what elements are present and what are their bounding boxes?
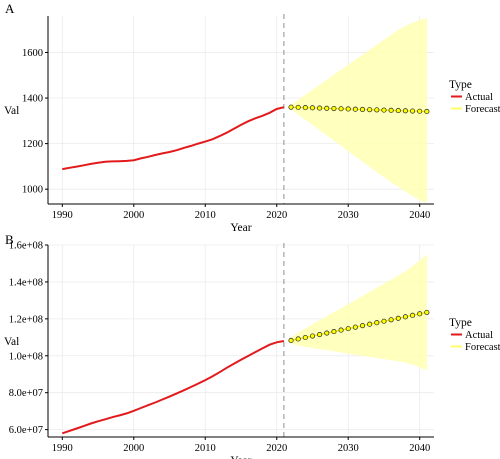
panel-label: A [5,1,15,16]
y-tick-label: 1600 [22,48,43,59]
legend-title: Type [449,317,472,329]
y-tick-label: 1.2e+08 [9,314,43,325]
y-tick-label: 1.6e+08 [9,241,43,252]
forecast-point [324,330,330,336]
x-tick-label: 2000 [123,443,144,454]
x-tick-label: 2030 [338,443,359,454]
forecast-point [417,108,423,114]
panel-a: A 1990 2000 2010 2020 2030 2040 1000 1200 1400 160… [4,1,500,234]
forecast-point [402,314,408,320]
legend-entry-actual: Actual [465,330,493,341]
series-line-actual [61,340,285,435]
forecast-point [288,337,294,343]
legend-title: Type [449,79,472,91]
forecast-point [345,106,351,112]
forecast-point [381,107,387,113]
forecast-point [388,317,394,323]
forecast-point [395,108,401,114]
x-axis-label: Year [230,455,251,459]
forecast-point [338,327,344,333]
y-tick-label: 6.0e+07 [9,425,43,436]
x-tick-label: 2040 [409,443,430,454]
x-axis-label: Year [230,222,251,234]
x-tick-label: 2020 [266,443,287,454]
forecast-point [317,105,323,111]
forecast-point [352,324,358,330]
forecast-point [309,333,316,339]
x-tick-label: 2010 [195,443,216,454]
legend-entry-actual: Actual [465,92,493,103]
y-tick-label: 1400 [22,94,43,105]
forecast-point [417,311,423,317]
legend-entry-forecast: Forecast [465,342,500,353]
forecast-point [288,104,294,110]
x-tick-label: 2000 [123,210,144,221]
y-tick-label: 1200 [22,139,43,150]
forecast-point [424,108,430,115]
forecast-point [374,107,380,113]
forecast-point [295,336,301,342]
y-tick-label: 1.4e+08 [9,277,43,288]
legend-entry-forecast: Forecast [465,104,500,115]
forecast-point [352,106,358,112]
x-tick-label: 2010 [195,210,216,221]
forecast-point [388,107,394,113]
forecast-point [331,329,337,335]
forecast-point [410,312,416,318]
y-tick-label: 8.0e+07 [9,388,43,399]
panel-b: B 1990 2000 2010 2020 2030 2040 6.0e+07 8.0e+07 1… [4,232,500,459]
forecast-point [331,105,337,112]
x-tick-label: 2030 [338,210,359,221]
forecast-confidence-band [291,17,427,203]
forecast-point [410,108,416,114]
forecast-point [309,105,316,111]
forecast-point [367,107,373,113]
forecast-point [324,105,330,111]
x-tick-label: 1990 [52,443,73,454]
forecast-point [359,323,366,329]
series-line-actual [62,106,285,171]
y-axis-label: Val [4,105,19,117]
x-tick-label: 1990 [52,210,73,221]
y-axis-label: Val [4,336,19,348]
forecast-point [338,106,344,112]
forecast-point [317,331,323,338]
forecast-point [295,104,301,110]
x-tick-label: 2040 [409,210,430,221]
forecast-point [359,106,366,112]
forecast-point [367,321,373,327]
y-tick-label: 1.0e+08 [9,351,43,362]
forecast-point [374,320,380,326]
forecast-point [395,315,401,321]
panel-label: B [5,232,14,247]
forecast-confidence-band [291,254,427,371]
forecast-point [402,108,408,114]
forecast-point [302,105,308,111]
x-tick-label: 2020 [266,210,287,221]
forecast-point [424,309,430,315]
forecast-point [302,334,308,341]
forecast-point [345,326,351,332]
y-tick-label: 1000 [22,185,43,196]
forecast-point [381,318,387,324]
